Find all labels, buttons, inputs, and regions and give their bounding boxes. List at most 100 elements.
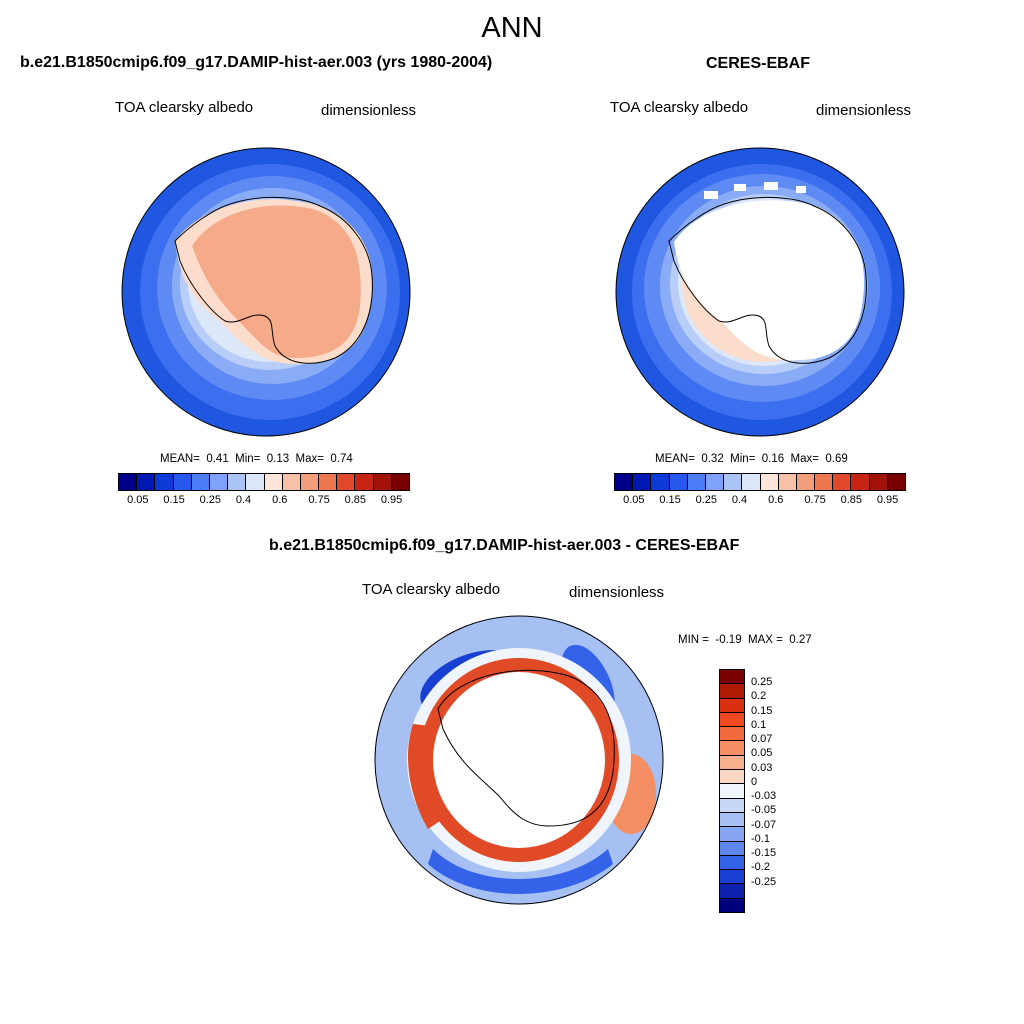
colorbar-tick-label: -0.07 (751, 818, 777, 831)
obs-min-label: Min= (730, 453, 756, 465)
colorbar-swatch (720, 755, 744, 771)
colorbar-tick-label: 0.07 (751, 733, 773, 746)
model-mean-value: 0.41 (206, 453, 229, 465)
colorbar-tick-label: 0.4 (235, 494, 252, 506)
model-max-value: 0.74 (330, 453, 353, 465)
colorbar-tick-label: 0.85 (344, 494, 367, 506)
colorbar-tick-label: 0.75 (804, 494, 826, 506)
colorbar-swatch (282, 474, 301, 490)
colorbar-swatch (669, 474, 688, 490)
obs-field-label: TOA clearsky albedo (610, 99, 749, 116)
colorbar-tick-label: 0.75 (308, 494, 330, 506)
colorbar-tick-label: 0.25 (199, 494, 222, 506)
colorbar-swatch (720, 741, 744, 756)
obs-polar-map (615, 147, 905, 437)
colorbar-swatch (724, 474, 743, 490)
colorbar-swatch (720, 841, 744, 856)
colorbar-tick-label: -0.15 (751, 847, 777, 860)
colorbar-tick-label: 0.6 (768, 494, 784, 506)
colorbar-swatch (391, 474, 409, 490)
obs-mean-value: 0.32 (701, 453, 724, 465)
colorbar-swatch (615, 474, 634, 490)
obs-units-label: dimensionless (816, 102, 912, 119)
diff-colorbar (719, 669, 745, 913)
colorbar-tick-label: 0.95 (380, 494, 403, 506)
colorbar-tick-label: -0.25 (751, 875, 777, 888)
colorbar-tick-label: 0.95 (876, 494, 899, 506)
colorbar-swatch (720, 855, 744, 871)
colorbar-swatch (137, 474, 156, 490)
colorbar-swatch (796, 474, 816, 490)
colorbar-tick-label: 0.15 (659, 494, 681, 506)
colorbar-tick-label: 0.4 (731, 494, 748, 506)
obs-colorbar-ticks: 0.05 0.15 0.25 0.4 0.6 0.75 0.85 0.95 (614, 494, 914, 508)
colorbar-swatch (155, 474, 174, 490)
colorbar-swatch (720, 684, 744, 699)
colorbar-swatch (246, 474, 265, 490)
colorbar-tick-label: 0.05 (623, 494, 645, 506)
model-stats: MEAN= 0.41 Min= 0.13 Max= 0.74 (160, 453, 353, 465)
colorbar-swatch (720, 670, 744, 685)
colorbar-tick-label: 0.15 (751, 704, 773, 717)
colorbar-swatch (760, 474, 779, 490)
model-max-label: Max= (295, 453, 324, 465)
obs-panel-title: CERES-EBAF (706, 55, 811, 72)
obs-stats: MEAN= 0.32 Min= 0.16 Max= 0.69 (655, 453, 848, 465)
colorbar-tick-label: 0 (751, 775, 758, 788)
diff-max-value: 0.27 (789, 634, 812, 646)
obs-max-label: Max= (790, 453, 819, 465)
colorbar-tick-label: -0.2 (751, 861, 770, 874)
colorbar-swatch (720, 884, 744, 899)
colorbar-tick-label: 0.15 (163, 494, 185, 506)
colorbar-swatch (119, 474, 138, 490)
colorbar-swatch (720, 784, 744, 799)
diff-max-label: MAX = (748, 634, 783, 646)
colorbar-tick-label: 0.6 (272, 494, 288, 506)
colorbar-tick-label: 0.2 (751, 690, 767, 703)
model-panel-title: b.e21.B1850cmip6.f09_g17.DAMIP-hist-aer.… (20, 54, 493, 71)
colorbar-swatch (355, 474, 374, 490)
diff-min-label: MIN = (678, 634, 709, 646)
colorbar-swatch (720, 712, 744, 728)
diff-units-label: dimensionless (569, 584, 665, 601)
colorbar-swatch (687, 474, 706, 490)
colorbar-swatch (720, 812, 744, 828)
model-units-label: dimensionless (321, 102, 417, 119)
colorbar-swatch (300, 474, 320, 490)
obs-mean-label: MEAN= (655, 453, 695, 465)
obs-max-value: 0.69 (825, 453, 848, 465)
colorbar-tick-label: 0.1 (751, 718, 767, 731)
colorbar-swatch (705, 474, 725, 490)
colorbar-swatch (778, 474, 797, 490)
model-min-value: 0.13 (266, 453, 290, 465)
model-field-label: TOA clearsky albedo (115, 99, 254, 116)
colorbar-tick-label: -0.03 (751, 790, 777, 803)
colorbar-swatch (720, 870, 744, 885)
colorbar-swatch (337, 474, 356, 490)
model-mean-label: MEAN= (160, 453, 200, 465)
colorbar-swatch (209, 474, 229, 490)
diff-polar-map (374, 615, 664, 905)
main-title: ANN (481, 12, 543, 44)
colorbar-swatch (851, 474, 870, 490)
diff-min-value: -0.19 (715, 634, 742, 646)
colorbar-swatch (651, 474, 670, 490)
diff-stats: MIN = -0.19 MAX = 0.27 (678, 634, 812, 646)
colorbar-swatch (887, 474, 905, 490)
diff-field-label: TOA clearsky albedo (362, 581, 501, 598)
colorbar-swatch (720, 698, 744, 713)
colorbar-swatch (720, 827, 744, 842)
model-min-label: Min= (235, 453, 261, 465)
colorbar-swatch (833, 474, 852, 490)
model-colorbar-ticks: 0.05 0.15 0.25 0.4 0.6 0.75 0.85 0.95 (118, 494, 418, 508)
colorbar-swatch (633, 474, 652, 490)
model-polar-map (121, 147, 411, 437)
colorbar-swatch (173, 474, 192, 490)
colorbar-swatch (191, 474, 210, 490)
colorbar-tick-label: 0.25 (695, 494, 718, 506)
colorbar-swatch (228, 474, 247, 490)
model-colorbar (118, 473, 410, 491)
colorbar-tick-label: 0.03 (751, 761, 773, 774)
colorbar-tick-label: 0.25 (751, 676, 773, 689)
colorbar-tick-label: -0.05 (751, 804, 777, 817)
